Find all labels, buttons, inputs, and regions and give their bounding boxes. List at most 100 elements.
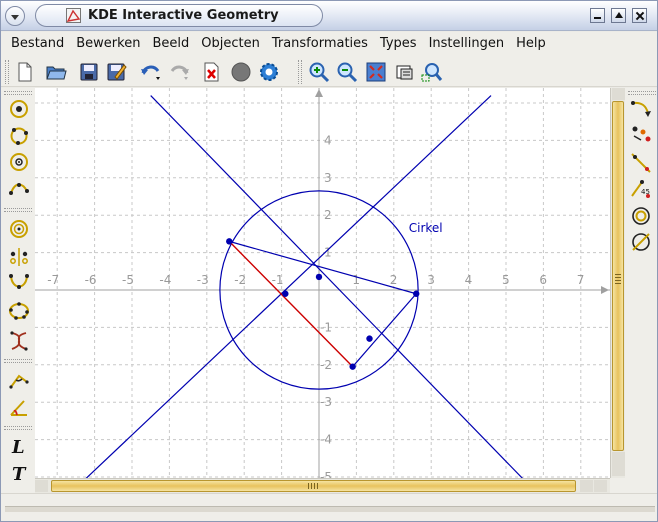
construction-line[interactable] [150,95,529,478]
left-toolbar: L T [1,88,35,493]
horizontal-scroll-grip [308,483,318,489]
x-tick-label: -1 [272,273,284,287]
menu-beeld[interactable]: Beeld [152,36,190,51]
horizontal-scroll-thumb[interactable] [51,480,576,492]
construction-line[interactable] [80,95,492,478]
circle[interactable] [219,190,419,390]
run-macro-button[interactable] [257,60,281,84]
menu-types[interactable]: Types [379,36,417,51]
text-label-button[interactable]: L [7,434,31,458]
zoom-area-button[interactable] [420,60,444,84]
x-axis-arrow [601,286,609,294]
left-toolbar-handle-4[interactable] [4,426,32,430]
new-document-icon [18,62,32,82]
redo-icon [170,65,189,80]
toolbar-handle-2[interactable] [298,60,302,84]
vertical-scrollbar[interactable] [610,88,625,478]
zoom-out-button[interactable] [335,60,359,84]
window-menu-button[interactable] [5,6,25,26]
line-button[interactable] [629,151,653,175]
save-as-button[interactable] [104,60,128,84]
zoom-in-button[interactable] [307,60,331,84]
intersection-button[interactable]: 45 [629,177,653,201]
angle-button[interactable] [7,368,31,392]
scroll-down-button[interactable] [612,464,625,476]
point-on-curve-button[interactable] [7,123,31,147]
segment[interactable] [229,240,417,295]
menu-bewerken[interactable]: Bewerken [76,36,141,51]
y-tick-label: 1 [324,246,332,260]
transform-point-icon [631,101,651,117]
open-button[interactable] [44,60,68,84]
scroll-right-button[interactable] [594,480,607,492]
concentric-icon [632,207,650,225]
rotate-button[interactable] [629,122,653,146]
vertical-scroll-thumb[interactable] [612,101,624,451]
screen-capture-button[interactable] [393,60,417,84]
close-button[interactable] [632,8,647,23]
x-tick-label: -3 [197,273,209,287]
scroll-up-button[interactable] [612,88,625,100]
vector-button[interactable] [7,395,31,419]
circle-by-center-button[interactable] [7,217,31,241]
zoom-fit-button[interactable] [364,60,388,84]
redo-button[interactable] [168,60,192,84]
locus-button[interactable] [7,328,31,352]
highlighted-segment[interactable] [228,240,354,368]
left-toolbar-handle[interactable] [4,91,32,95]
segment[interactable] [352,293,417,368]
midpoint-button[interactable] [7,150,31,174]
point-button[interactable] [7,97,31,121]
geometry-canvas[interactable]: -7 -6 -5 -4 -3 -2 -1 1 2 3 4 5 6 7 -5 -4 -3 -2 -1 1 2 3 4 Cirk… [35,88,610,478]
delete-button[interactable] [200,60,224,84]
circle-label[interactable]: Cirkel [409,221,443,235]
geometry-objects[interactable]: Cirkel [80,95,529,478]
right-toolbar: 45 [625,88,657,493]
menu-objecten[interactable]: Objecten [201,36,260,51]
save-as-icon [107,63,127,81]
concentric-button[interactable] [629,204,653,228]
right-toolbar-handle[interactable] [628,91,656,95]
transform-point-button[interactable] [629,97,653,121]
maximize-button[interactable] [611,8,626,23]
point[interactable] [366,335,373,342]
minimize-button[interactable] [590,8,605,23]
kig-app-icon [66,8,81,23]
point[interactable] [315,273,323,281]
menu-instellingen[interactable]: Instellingen [428,36,505,51]
conic-button[interactable] [7,299,31,323]
point[interactable] [349,363,356,370]
new-document-button[interactable] [13,60,37,84]
zoom-out-icon [337,62,358,83]
horizontal-scrollbar[interactable] [35,478,610,493]
left-toolbar-handle-2[interactable] [4,208,32,212]
scroll-left-lower-button[interactable] [580,480,593,492]
menu-bestand[interactable]: Bestand [11,36,65,51]
menu-help[interactable]: Help [516,36,546,51]
status-indicator [5,506,655,512]
stop-button[interactable] [229,60,253,84]
geometry-plot[interactable]: -7 -6 -5 -4 -3 -2 -1 1 2 3 4 5 6 7 -5 -4 -3 -2 -1 1 2 3 4 Cirk… [35,88,610,478]
mirror-point-button[interactable] [7,245,31,269]
title-bar[interactable]: KDE Interactive Geometry [1,1,657,31]
toolbar-handle[interactable] [5,60,9,84]
point[interactable] [226,238,233,245]
menu-transformaties[interactable]: Transformaties [271,36,368,51]
point[interactable] [413,290,420,297]
scroll-up-lower-button[interactable] [612,452,625,464]
mirror-point-icon [10,248,28,266]
tangent-button[interactable] [629,230,653,254]
locus-icon [10,331,28,351]
segment-button[interactable] [7,176,31,200]
point[interactable] [282,290,289,297]
rotate-icon [632,126,651,142]
text-t-button[interactable]: T [7,461,31,485]
tangent-icon [632,233,650,251]
scroll-left-button[interactable] [35,480,48,492]
left-toolbar-handle-3[interactable] [4,359,32,363]
arc-button[interactable] [7,271,31,295]
x-tick-label: -4 [159,273,171,287]
save-button[interactable] [77,60,101,84]
undo-button[interactable] [138,60,162,84]
undo-icon [141,65,160,80]
